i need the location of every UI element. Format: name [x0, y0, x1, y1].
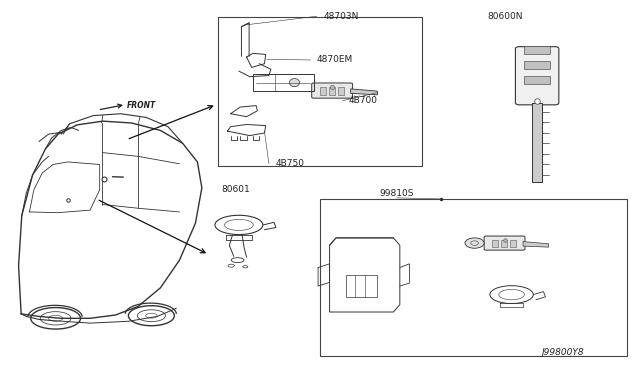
Bar: [346, 275, 378, 297]
Bar: [524, 46, 550, 54]
Bar: [524, 76, 550, 84]
Bar: [510, 240, 516, 247]
Polygon shape: [351, 89, 378, 95]
Polygon shape: [532, 103, 542, 182]
Bar: [501, 240, 507, 247]
Text: 4B700: 4B700: [349, 96, 378, 105]
Bar: [524, 61, 550, 69]
Polygon shape: [523, 241, 548, 247]
Text: 48703N: 48703N: [323, 12, 358, 21]
Bar: [253, 74, 314, 92]
Bar: [329, 87, 335, 95]
Text: 4B750: 4B750: [275, 159, 304, 168]
Text: 80600N: 80600N: [488, 12, 523, 21]
Text: 99810S: 99810S: [380, 189, 414, 198]
Ellipse shape: [465, 238, 484, 248]
Bar: [320, 87, 326, 95]
Text: FRONT: FRONT: [127, 101, 156, 110]
Bar: [218, 17, 422, 166]
Bar: [320, 199, 627, 356]
Ellipse shape: [289, 78, 300, 87]
Bar: [492, 240, 498, 247]
FancyBboxPatch shape: [312, 83, 353, 98]
FancyBboxPatch shape: [515, 46, 559, 105]
Bar: [338, 87, 344, 95]
Text: J99800Y8: J99800Y8: [541, 348, 584, 357]
Text: 80601: 80601: [221, 185, 250, 194]
FancyBboxPatch shape: [484, 236, 525, 250]
Text: 4870EM: 4870EM: [317, 55, 353, 64]
